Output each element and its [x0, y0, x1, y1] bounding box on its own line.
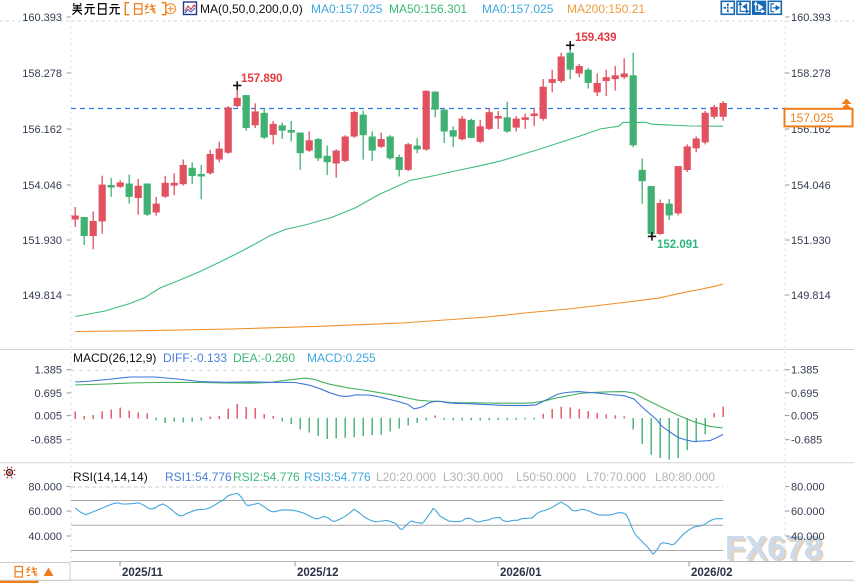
svg-text:159.439: 159.439	[575, 32, 617, 44]
svg-text:157.890: 157.890	[241, 73, 283, 85]
svg-text:L20:20.000: L20:20.000	[376, 470, 436, 484]
svg-text:154.046: 154.046	[22, 180, 62, 192]
svg-text:0.695: 0.695	[34, 388, 62, 400]
svg-text:151.930: 151.930	[791, 235, 831, 247]
svg-text:40.000: 40.000	[28, 531, 62, 543]
svg-text:80.000: 80.000	[28, 482, 62, 494]
svg-text:160.393: 160.393	[22, 12, 62, 24]
svg-text:60.000: 60.000	[28, 506, 62, 518]
svg-text:154.046: 154.046	[791, 180, 831, 192]
svg-text:160.393: 160.393	[791, 12, 831, 24]
svg-text:L80:80.000: L80:80.000	[655, 470, 715, 484]
svg-text:L50:50.000: L50:50.000	[516, 470, 576, 484]
svg-text:0.695: 0.695	[791, 388, 819, 400]
svg-text:MA0:157.025: MA0:157.025	[482, 2, 554, 16]
svg-text:2026/02: 2026/02	[691, 567, 733, 579]
svg-text:MACD:0.255: MACD:0.255	[307, 351, 376, 365]
svg-text:152.091: 152.091	[657, 239, 699, 251]
svg-text:80.000: 80.000	[791, 482, 825, 494]
svg-text:1.385: 1.385	[34, 365, 62, 377]
svg-text:2025/12: 2025/12	[297, 567, 339, 579]
svg-text:L70:70.000: L70:70.000	[586, 470, 646, 484]
svg-text:149.814: 149.814	[791, 290, 831, 302]
svg-text:2025/11: 2025/11	[122, 567, 164, 579]
svg-text:157.025: 157.025	[790, 111, 834, 125]
svg-text:158.278: 158.278	[22, 68, 62, 80]
svg-text:RSI(14,14,14): RSI(14,14,14)	[73, 470, 148, 484]
svg-text:MA0:157.025: MA0:157.025	[311, 2, 383, 16]
svg-text:MA(0,50,0,200,0,0): MA(0,50,0,200,0,0)	[200, 2, 303, 16]
svg-text:RSI3:54.776: RSI3:54.776	[304, 470, 371, 484]
svg-text:2026/01: 2026/01	[500, 567, 542, 579]
svg-text:L30:30.000: L30:30.000	[443, 470, 503, 484]
svg-text:RSI2:54.776: RSI2:54.776	[233, 470, 300, 484]
svg-text:MACD(26,12,9): MACD(26,12,9)	[73, 351, 156, 365]
svg-text:0.005: 0.005	[34, 411, 62, 423]
svg-text:149.814: 149.814	[22, 290, 62, 302]
svg-text:40.000: 40.000	[791, 531, 825, 543]
svg-text:156.162: 156.162	[22, 124, 62, 136]
svg-text:-0.685: -0.685	[791, 435, 822, 447]
svg-text:0.005: 0.005	[791, 411, 819, 423]
svg-text:MA200:150.21: MA200:150.21	[567, 2, 645, 16]
svg-text:FX678: FX678	[725, 529, 822, 566]
svg-text:MA50:156.301: MA50:156.301	[389, 2, 467, 16]
svg-text:158.278: 158.278	[791, 68, 831, 80]
svg-text:DIFF:-0.133: DIFF:-0.133	[163, 351, 227, 365]
svg-text:RSI1:54.776: RSI1:54.776	[165, 470, 232, 484]
svg-text:1.385: 1.385	[791, 365, 819, 377]
svg-text:151.930: 151.930	[22, 235, 62, 247]
svg-text:DEA:-0.260: DEA:-0.260	[233, 351, 295, 365]
svg-text:-0.685: -0.685	[31, 435, 62, 447]
svg-text:60.000: 60.000	[791, 506, 825, 518]
